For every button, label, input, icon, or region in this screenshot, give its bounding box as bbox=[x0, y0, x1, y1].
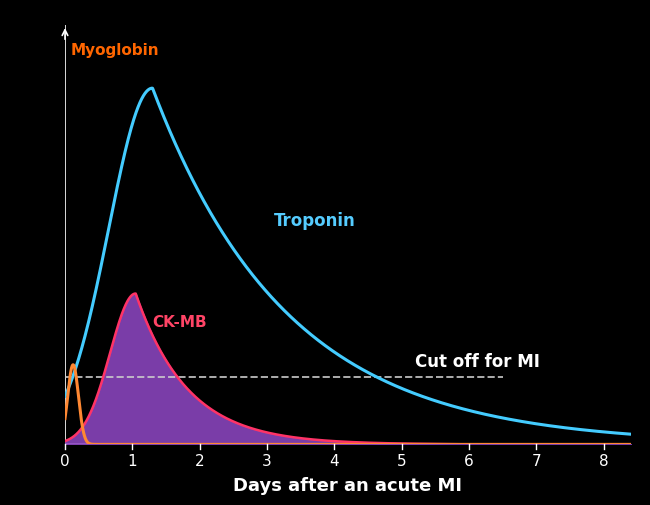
X-axis label: Days after an acute MI: Days after an acute MI bbox=[233, 477, 462, 495]
Text: CK-MB: CK-MB bbox=[153, 315, 207, 330]
Text: Troponin: Troponin bbox=[274, 213, 356, 230]
Text: Cut off for MI: Cut off for MI bbox=[415, 353, 540, 371]
Text: Myoglobin: Myoglobin bbox=[70, 42, 159, 58]
